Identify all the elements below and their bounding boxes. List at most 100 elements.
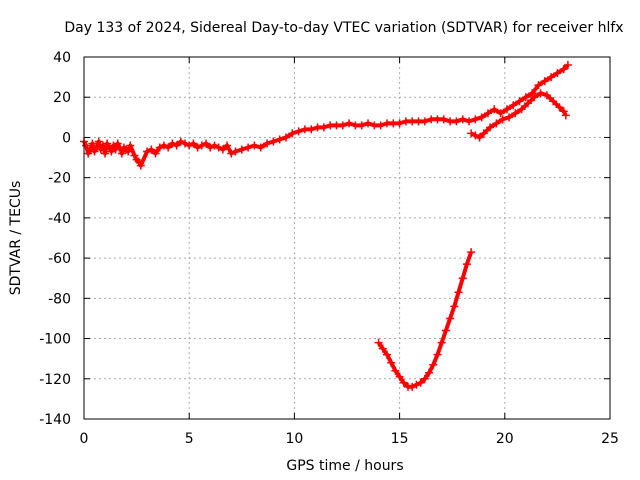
y-tick-label: 20 (53, 90, 71, 106)
gridlines (84, 57, 610, 419)
data-point (492, 119, 501, 128)
data-point (486, 123, 495, 132)
data-point (511, 109, 520, 118)
x-tick-label: 25 (601, 431, 619, 447)
data-point (113, 139, 122, 148)
data-point (452, 117, 461, 126)
data-point (96, 145, 105, 154)
data-point (263, 139, 272, 148)
data-point (395, 119, 404, 128)
data-point (433, 350, 442, 359)
data-point (559, 107, 568, 116)
data-point (471, 115, 480, 124)
data-point (523, 99, 532, 108)
y-tick-label: -100 (39, 332, 71, 348)
data-point (437, 338, 446, 347)
data-point (462, 260, 471, 269)
data-point (126, 141, 135, 150)
data-point (227, 149, 236, 158)
data-point (164, 143, 173, 152)
data-point (496, 109, 505, 118)
data-point (490, 105, 499, 114)
data-point (534, 81, 543, 90)
data-point (256, 143, 265, 152)
data-point (307, 125, 316, 134)
data-point (244, 143, 253, 152)
data-point (202, 139, 211, 148)
data-point (540, 77, 549, 86)
data-point (214, 143, 223, 152)
data-point (559, 65, 568, 74)
data-point (86, 145, 95, 154)
data-point (345, 119, 354, 128)
data-point (117, 149, 126, 158)
data-point (561, 111, 570, 120)
series-band-dip (376, 251, 473, 389)
series-band-main (82, 63, 570, 168)
data-point (479, 129, 488, 138)
x-tick-label: 5 (185, 431, 194, 447)
y-tick-label: -40 (48, 211, 71, 227)
x-tick-label: 10 (285, 431, 303, 447)
y-tick-label: -120 (39, 372, 71, 388)
data-point (483, 109, 492, 118)
data-point (505, 113, 514, 122)
data-point (101, 149, 110, 158)
data-point (82, 141, 91, 150)
x-axis-title: GPS time / hours (286, 458, 403, 474)
data-point (180, 139, 189, 148)
data-point (237, 145, 246, 154)
data-point (269, 137, 278, 146)
data-point (134, 157, 143, 166)
data-point (416, 378, 425, 387)
data-point (193, 143, 202, 152)
data-point (357, 121, 366, 130)
data-point (471, 131, 480, 140)
x-tick-label: 15 (391, 431, 409, 447)
data-point (288, 129, 297, 138)
data-point (88, 139, 97, 148)
data-point (498, 115, 507, 124)
data-point (395, 372, 404, 381)
data-point (376, 121, 385, 130)
data-point (364, 119, 373, 128)
data-point (387, 358, 396, 367)
data-point (136, 161, 145, 170)
data-point (465, 117, 474, 126)
data-point (155, 143, 164, 152)
data-point (528, 89, 537, 98)
data-points (80, 61, 572, 391)
data-point (90, 147, 99, 156)
data-point (521, 93, 530, 102)
data-point (441, 326, 450, 335)
data-point (105, 143, 114, 152)
data-point (185, 141, 194, 150)
data-point (425, 368, 434, 377)
chart-title: Day 133 of 2024, Sidereal Day-to-day VTE… (64, 20, 623, 36)
data-point (210, 141, 219, 150)
data-point (103, 139, 112, 148)
data-point (143, 147, 152, 156)
data-point (231, 147, 240, 156)
data-point (206, 143, 215, 152)
data-point (399, 378, 408, 387)
data-point (458, 274, 467, 283)
y-tick-label: 0 (62, 130, 71, 146)
data-point (338, 121, 347, 130)
data-point (281, 133, 290, 142)
y-axis-title: SDTVAR / TECUs (8, 181, 24, 296)
data-point (547, 73, 556, 82)
data-point (420, 117, 429, 126)
data-point (475, 133, 484, 142)
data-point (553, 69, 562, 78)
data-point (429, 360, 438, 369)
y-tick-label: 40 (53, 50, 71, 66)
data-point (477, 113, 486, 122)
data-point (94, 137, 103, 146)
data-point (542, 91, 551, 100)
data-point (111, 145, 120, 154)
data-point (563, 61, 572, 70)
data-point (159, 141, 168, 150)
data-point (378, 344, 387, 353)
data-point (98, 141, 107, 150)
